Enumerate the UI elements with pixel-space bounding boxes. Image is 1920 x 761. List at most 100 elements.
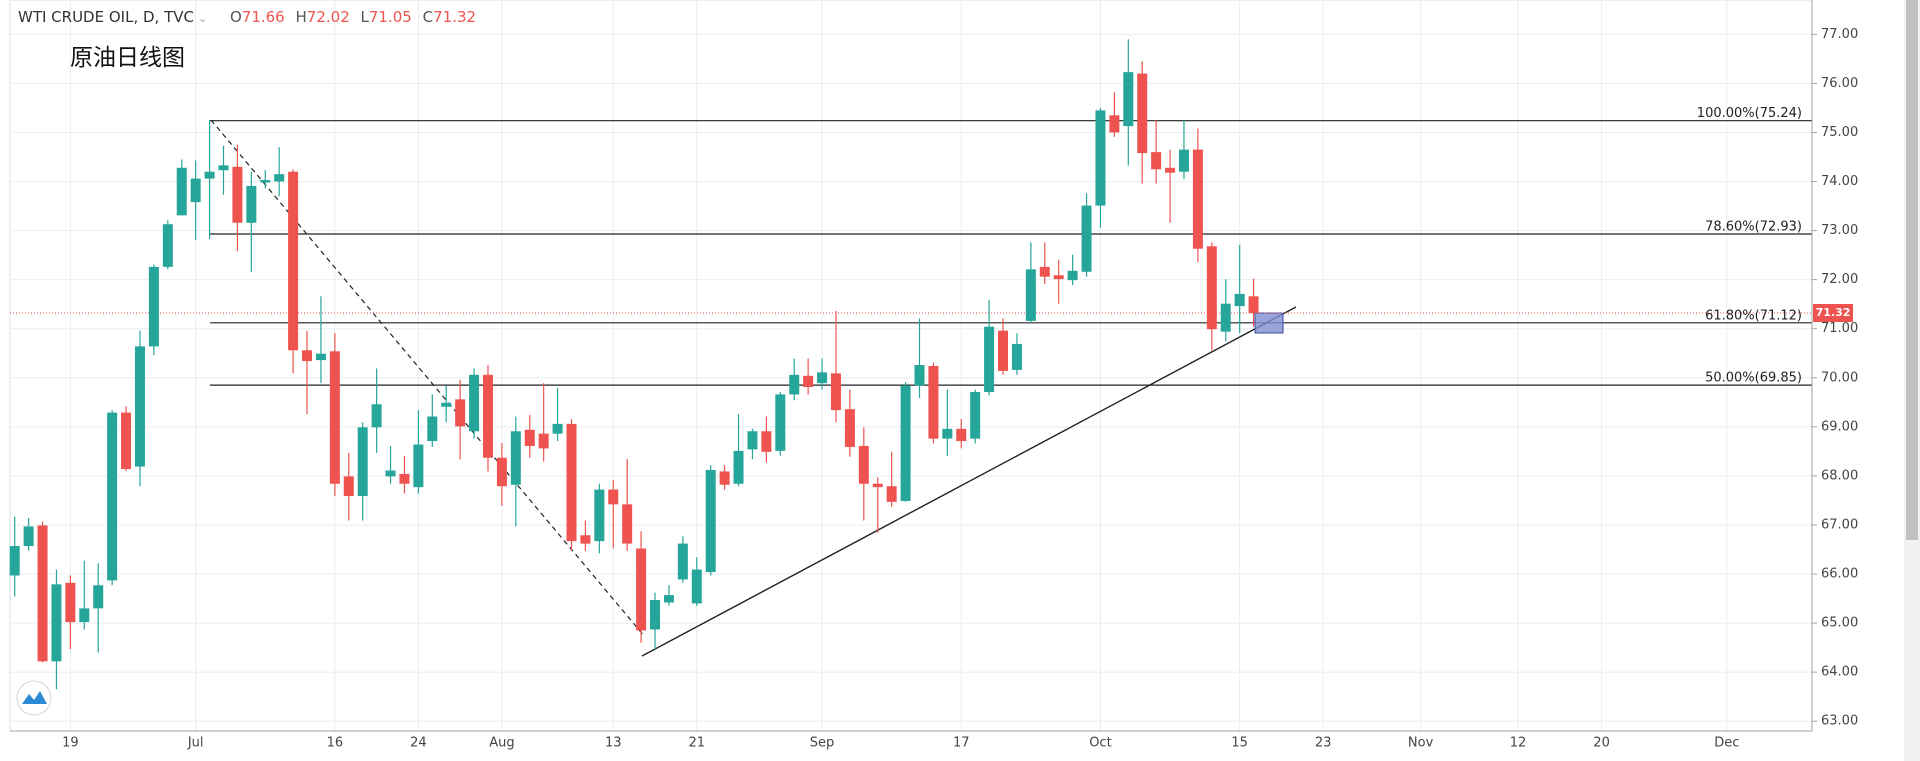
fib-label: 100.00%(75.24) (1697, 106, 1802, 121)
symbol-title[interactable]: WTI CRUDE OIL, D, TVC (18, 8, 194, 26)
candle-body (705, 469, 716, 573)
y-tick-label: 70.00 (1821, 370, 1858, 385)
candle-body (1011, 343, 1022, 370)
x-tick-label: Aug (489, 736, 514, 751)
logo-circle[interactable] (16, 680, 52, 716)
candle-body (719, 471, 730, 485)
last-price-label: 71.32 (1816, 306, 1851, 319)
x-tick-label: 23 (1315, 736, 1332, 751)
candle-body (817, 372, 828, 384)
x-tick-label: Jul (187, 736, 204, 751)
fib-label: 78.60%(72.93) (1705, 220, 1802, 235)
candle-body (691, 569, 702, 604)
candle-body (663, 595, 674, 603)
x-tick-label: 17 (953, 736, 970, 751)
candle-body (427, 416, 438, 442)
trend-line (641, 306, 1297, 657)
symbol-header: WTI CRUDE OIL, D, TVC ⌄ O71.66 H72.02 L71… (18, 8, 476, 26)
x-tick-label: 24 (410, 736, 427, 751)
candle-body (107, 412, 118, 581)
candle-body (469, 374, 480, 432)
candle-body (552, 423, 563, 434)
x-tick-label: Nov (1408, 736, 1434, 751)
candle-body (650, 600, 661, 630)
candle-body (956, 428, 967, 442)
y-tick-label: 73.00 (1821, 223, 1858, 238)
candle-body (134, 346, 145, 467)
candle-body (1248, 296, 1259, 314)
candle-body (190, 178, 201, 203)
y-tick-label: 74.00 (1821, 174, 1858, 189)
ohlc-value: 71.05 (368, 8, 412, 26)
y-tick-label: 67.00 (1821, 517, 1858, 532)
candle-body (413, 444, 424, 488)
candle-body (608, 489, 619, 505)
y-tick-label: 64.00 (1821, 665, 1858, 680)
y-tick-label: 77.00 (1821, 27, 1858, 42)
candle-body (37, 525, 48, 662)
candle-body (1192, 149, 1203, 249)
candle-body (928, 365, 939, 439)
ohlc-key: L (360, 8, 369, 26)
ohlc-value: 72.02 (306, 8, 350, 26)
candle-body (1178, 149, 1189, 172)
candle-body (1109, 115, 1120, 133)
candle-body (538, 433, 549, 449)
candle-body (79, 608, 90, 623)
candle-body (566, 423, 577, 542)
candle-body (496, 457, 507, 487)
logo[interactable] (16, 680, 52, 716)
candle-body (1039, 266, 1050, 277)
candle-body (1081, 205, 1092, 272)
candle-body (455, 399, 466, 427)
candle-body (1151, 152, 1162, 170)
candle-body (1067, 270, 1078, 281)
candle-body (803, 375, 814, 388)
candle-body (830, 373, 841, 411)
candle-body (677, 543, 688, 580)
candle-body (1206, 246, 1217, 330)
candle-body (970, 391, 981, 439)
candle-body (858, 445, 869, 484)
candle-body (1234, 293, 1245, 307)
ohlc-value: 71.32 (433, 8, 477, 26)
candle-body (733, 450, 744, 484)
candle-body (775, 394, 786, 451)
candle-body (148, 266, 159, 347)
candle-body (1220, 303, 1231, 332)
y-tick-label: 75.00 (1821, 125, 1858, 140)
candles-layer (9, 39, 1259, 690)
candle-body (510, 431, 521, 485)
y-tick-label: 71.00 (1821, 321, 1858, 336)
candle-body (93, 585, 104, 609)
highlight-box (1254, 312, 1284, 334)
labels-layer: 63.00 64.00 65.00 66.00 67.00 68.00 69.00 70.00… (10, 0, 1858, 751)
candle-body (636, 548, 647, 631)
x-tick-label: 12 (1510, 736, 1527, 751)
candle-body (218, 165, 229, 171)
y-tick-label: 72.00 (1821, 272, 1858, 287)
ohlc-key: O (229, 8, 242, 26)
candle-body (399, 473, 410, 484)
dropdown-icon[interactable]: ⌄ (197, 12, 208, 25)
candle-body (844, 409, 855, 447)
x-tick-label: Sep (810, 736, 835, 751)
candle-body (51, 584, 62, 662)
x-tick-label: 20 (1593, 736, 1610, 751)
y-tick-label: 76.00 (1821, 76, 1858, 91)
candle-body (789, 374, 800, 395)
logo-icon[interactable] (22, 691, 47, 704)
candle-body (1053, 275, 1064, 280)
candle-body (274, 174, 285, 182)
candle-body (482, 374, 493, 458)
ohlc-key: H (295, 8, 307, 26)
plot-frame (9, 0, 1813, 732)
candle-body (622, 504, 633, 544)
candle-body (246, 185, 257, 223)
candle-body (914, 365, 925, 386)
annotation: 原油日线图 (70, 45, 185, 71)
scrollbar-thumb[interactable] (1906, 0, 1918, 540)
candle-body (441, 402, 452, 407)
